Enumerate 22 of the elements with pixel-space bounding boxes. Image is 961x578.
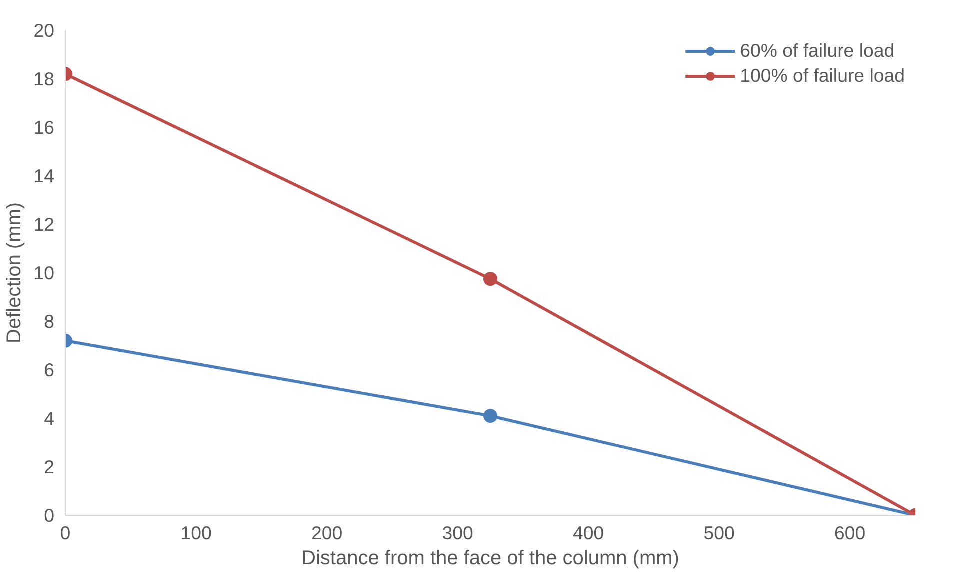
y-tick-label: 0 <box>44 505 55 526</box>
x-tick-label: 400 <box>573 522 604 544</box>
y-axis-title: Deflection (mm) <box>4 202 26 344</box>
y-tick-label: 8 <box>44 311 55 332</box>
y-tick-label: 18 <box>34 68 55 90</box>
x-tick-label: 300 <box>442 522 474 544</box>
x-tick-label: 600 <box>834 522 866 544</box>
legend-label: 60% of failure load <box>740 40 895 62</box>
y-tick-label: 10 <box>34 262 55 284</box>
legend-label: 100% of failure load <box>740 65 905 87</box>
y-tick-label: 4 <box>44 408 55 429</box>
x-tick-label: 100 <box>180 522 212 544</box>
y-tick-label: 2 <box>44 456 55 478</box>
y-tick-label: 6 <box>44 360 55 380</box>
y-tick-label: 14 <box>34 166 55 186</box>
x-tick-label: 500 <box>704 522 735 544</box>
x-tick-label: 200 <box>311 522 343 544</box>
y-tick-label: 16 <box>34 117 55 138</box>
x-tick-label: 0 <box>60 522 71 544</box>
y-tick-label: 12 <box>34 214 55 235</box>
y-tick-label: 20 <box>34 20 55 41</box>
x-axis-title: Distance from the face of the column (mm) <box>302 548 680 570</box>
